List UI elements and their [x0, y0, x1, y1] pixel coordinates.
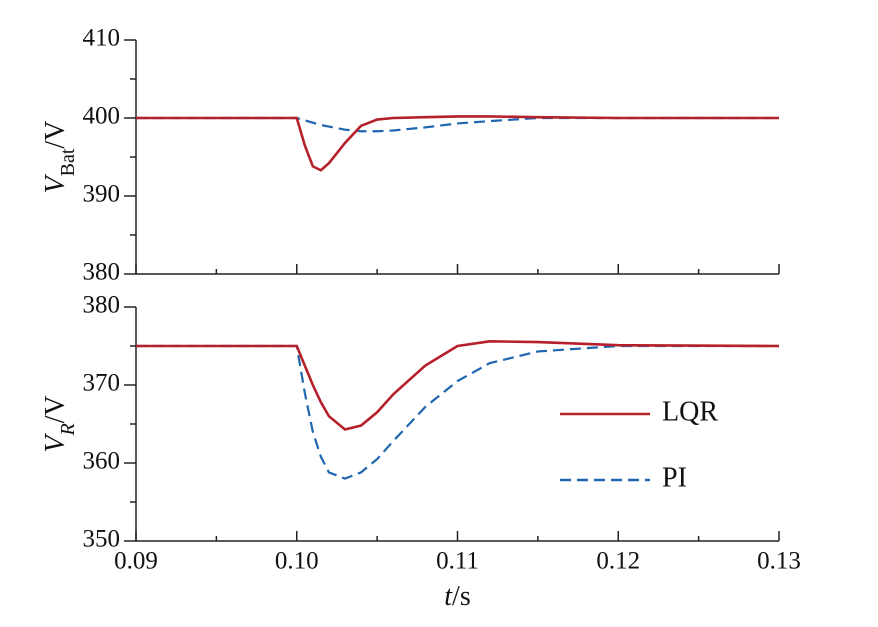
x-tick-label: 0.09 [114, 548, 158, 575]
x-tick-label: 0.12 [596, 548, 640, 575]
y-tick-label: 400 [83, 103, 121, 130]
line-series [136, 340, 780, 431]
y-tick-label: 370 [83, 370, 121, 397]
y-tick-label: 360 [83, 448, 121, 475]
x-tick-label: 0.10 [275, 548, 319, 575]
y-label-sub: R [57, 423, 79, 436]
y-tick-label: 410 [83, 25, 121, 52]
line-series [136, 116, 779, 133]
y-tick-label: 350 [83, 526, 121, 553]
y-tick-label: 380 [83, 292, 121, 319]
line-series [136, 115, 779, 172]
legend-label: PI [662, 462, 687, 493]
x-tick-label: 0.11 [436, 548, 479, 575]
x-label-unit: /s [452, 581, 471, 612]
y-label-sub: Bat [57, 148, 79, 176]
y-axis-label: VR/V [40, 395, 78, 452]
legend-label: LQR [662, 396, 718, 427]
x-axis-label: t/s [444, 581, 470, 612]
line-series [136, 344, 779, 480]
y-label-unit: /V [40, 395, 71, 423]
y-label-main: V [40, 173, 71, 193]
y-label-main: V [40, 433, 71, 453]
x-tick-label: 0.13 [757, 548, 801, 575]
y-axis-label: VBat/V [40, 121, 78, 194]
y-tick-label: 390 [83, 181, 121, 208]
y-tick-label: 380 [83, 259, 121, 286]
x-label-main: t [444, 581, 453, 612]
y-label-unit: /V [40, 121, 71, 149]
